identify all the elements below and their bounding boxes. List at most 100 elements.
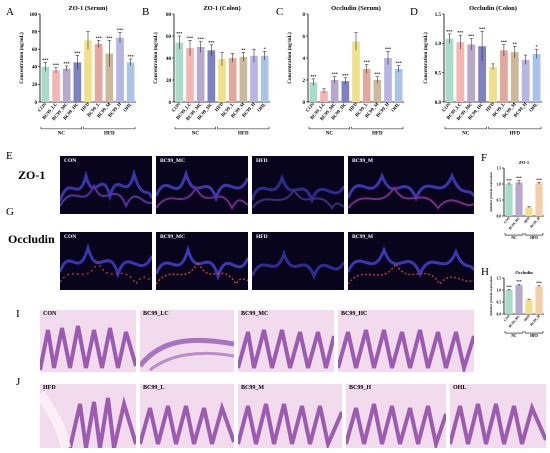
- significance-mark: ***: [506, 285, 512, 289]
- micro-occludin-hfd: HFD: [252, 232, 344, 290]
- significance-mark: ***: [364, 60, 370, 65]
- significance-mark: ***: [536, 282, 542, 286]
- y-tick-label: 60: [32, 48, 38, 53]
- y-tick-label: 1.0: [497, 182, 502, 186]
- histo-caption: OHL: [453, 385, 467, 391]
- bar: [394, 69, 403, 102]
- panel-letter-i: I: [16, 308, 20, 320]
- significance-mark: ***: [198, 37, 204, 42]
- significance-mark: ***: [187, 35, 193, 40]
- significance-mark: ***: [128, 54, 134, 59]
- bar: [352, 41, 360, 102]
- group-label: NC: [511, 236, 517, 240]
- bar: [373, 80, 382, 102]
- category-label: HFD: [523, 216, 531, 224]
- category-label: HFD: [349, 102, 360, 113]
- panel-letter-j: J: [16, 376, 21, 388]
- category-label: HFD: [523, 314, 531, 322]
- group-label: HFD: [530, 236, 538, 240]
- significance-mark: **: [241, 48, 245, 53]
- histo-bc99-h: BC99_H: [346, 384, 446, 448]
- bar: [73, 62, 82, 102]
- bar: [341, 81, 350, 102]
- category-label: CON: [503, 216, 511, 225]
- bar: [105, 53, 114, 102]
- row-label-zo1: ZO-1: [18, 168, 46, 182]
- y-tick-label: 40: [32, 66, 38, 71]
- histo-caption: BC99_LC: [143, 311, 169, 317]
- bar: [532, 53, 541, 102]
- micro-caption: BC99_MC: [160, 158, 186, 164]
- histo-hfd: HFD: [40, 384, 136, 448]
- y-axis-label: Concentration (ng/mL): [18, 32, 25, 84]
- y-tick-label: 80: [32, 30, 38, 35]
- y-tick-label: 80: [166, 13, 172, 18]
- bar: [515, 182, 523, 216]
- histo-caption: BC99_H: [349, 385, 372, 391]
- bar: [309, 82, 318, 102]
- y-tick-label: 0.0: [497, 312, 502, 316]
- significance-mark: ***: [468, 34, 474, 39]
- micro-occludin-bc99-mc: BC99_MC: [156, 232, 248, 290]
- significance-mark: ***: [53, 63, 59, 68]
- significance-mark: ***: [117, 27, 123, 32]
- bar: [445, 38, 454, 102]
- histo-bc99-lc: BC99_LC: [140, 310, 234, 372]
- category-label: CON: [503, 314, 511, 323]
- y-tick-label: 0.0: [497, 214, 502, 218]
- y-tick-label: 1.0: [497, 288, 502, 292]
- bar: [126, 62, 135, 102]
- significance-mark: ***: [374, 72, 380, 77]
- y-tick-label: 0.5: [497, 300, 502, 304]
- bar: [525, 207, 533, 216]
- bar: [250, 55, 258, 102]
- panel-letter-e: E: [6, 150, 13, 162]
- significance-mark: **: [513, 41, 517, 46]
- chart-title: Occludin (Colon): [469, 5, 517, 12]
- significance-mark: ***: [501, 40, 507, 45]
- significance-mark: ***: [208, 40, 214, 45]
- panel-letter-d: D: [410, 6, 418, 18]
- significance-mark: ***: [457, 30, 463, 35]
- category-label: CON: [38, 102, 49, 114]
- group-label: NC: [192, 131, 200, 136]
- bar: [207, 50, 216, 102]
- group-label: NC: [462, 131, 470, 136]
- category-label: OHL: [123, 102, 134, 113]
- bar: [362, 69, 371, 102]
- category-label: OHL: [529, 102, 540, 113]
- micro-caption: BC99_M: [352, 234, 374, 240]
- chart-title: Occludin: [515, 270, 533, 275]
- significance-mark: ***: [342, 73, 348, 78]
- y-axis-label: Concentration (ng/mL): [286, 32, 293, 84]
- bar: [52, 70, 60, 102]
- chart-zo1-colon: ZO-1 (Colon) Concentration (ng/mL) 0 20 40 60…: [152, 5, 270, 136]
- histo-bc99-m: BC99_M: [238, 384, 342, 448]
- significance-mark: *: [536, 44, 538, 49]
- bar: [196, 47, 205, 102]
- histo-bc99-mc: BC99_MC: [238, 310, 334, 372]
- histo-caption: BC99_L: [143, 385, 165, 391]
- significance-mark: ***: [96, 35, 102, 40]
- bar: [521, 59, 530, 102]
- category-label: HFD: [81, 102, 92, 113]
- category-label: CON: [442, 102, 453, 114]
- group-label: HFD: [238, 131, 249, 136]
- y-tick-label: 1.0: [435, 42, 442, 47]
- chart-occludin-colon: Occludin (Colon) Concentration (ng/mL) 0.0…: [422, 5, 542, 136]
- bar: [228, 58, 237, 102]
- y-tick-label: 4: [303, 57, 306, 62]
- significance-mark: ***: [310, 74, 316, 79]
- histo-con: CON: [40, 310, 136, 372]
- bar: [510, 52, 519, 102]
- bar: [384, 58, 392, 102]
- bar: [260, 55, 269, 102]
- y-tick-label: 0: [303, 101, 306, 106]
- histo-caption: CON: [43, 311, 57, 317]
- bar: [218, 59, 226, 102]
- micro-occludin-con: CON: [60, 232, 152, 290]
- category-label: CON: [172, 102, 183, 114]
- y-axis-label: Relative protein expression: [489, 172, 493, 211]
- chart-title: Occludin (Serum): [331, 5, 381, 12]
- micro-zo1-bc99-m: BC99_M: [348, 156, 474, 214]
